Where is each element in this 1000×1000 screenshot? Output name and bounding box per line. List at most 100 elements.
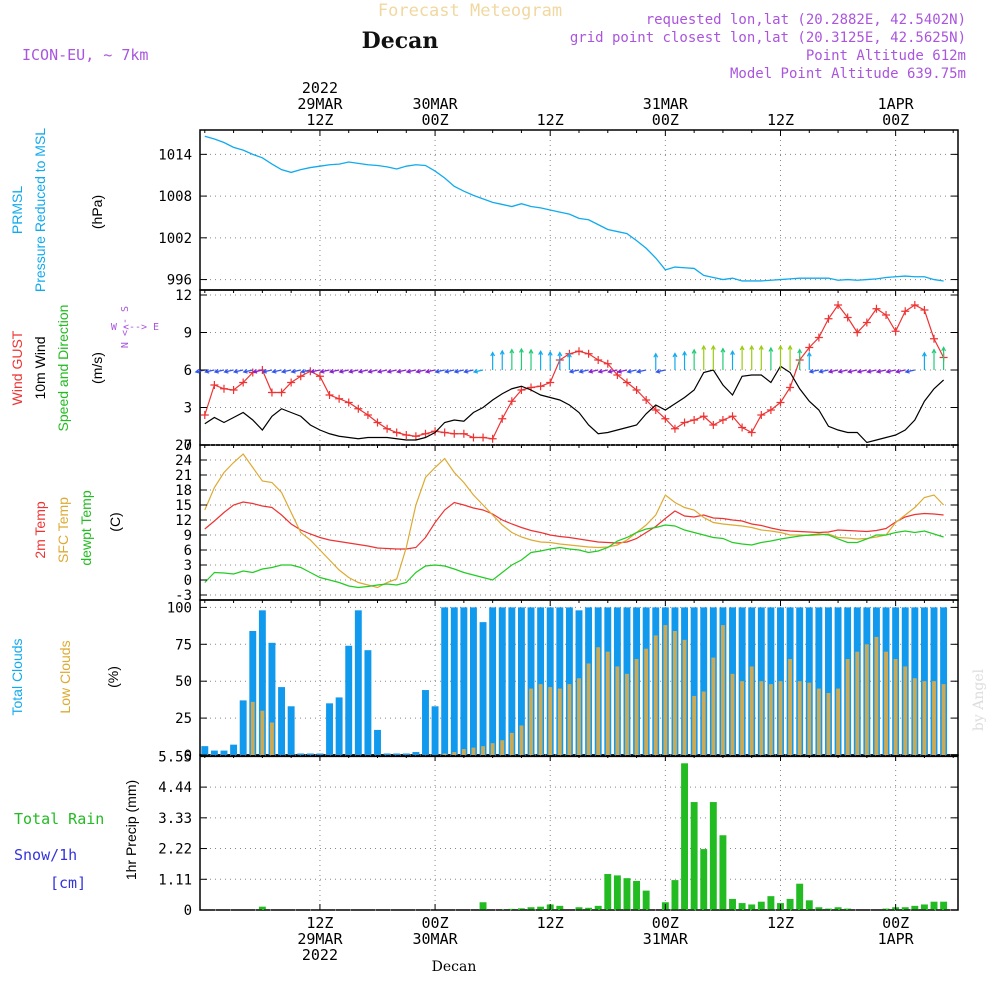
- low-cloud-bar: [519, 725, 524, 755]
- temperature-tick-label: 27: [175, 438, 192, 454]
- sfc-temp-line: [204, 453, 945, 589]
- total-cloud-bar: [258, 610, 266, 755]
- wind-arrow-head: [357, 368, 363, 374]
- gust-marker: [344, 398, 353, 407]
- gust-marker: [469, 433, 478, 442]
- wind-arrow-head: [376, 368, 383, 374]
- gust-marker: [891, 327, 900, 336]
- bottom-time-label: 2022: [302, 946, 338, 964]
- low-cloud-bar: [864, 644, 869, 755]
- temperature-tick-label: 24: [175, 453, 192, 469]
- wind-arrow-head: [797, 348, 803, 354]
- wind-arrow-head: [386, 368, 392, 374]
- rain-bar: [748, 904, 756, 910]
- clouds-title-total: Total Clouds: [9, 638, 25, 715]
- total-cloud-bar: [326, 703, 333, 755]
- wind-arrow-head: [319, 368, 325, 374]
- temperature-tick-label: 15: [175, 498, 192, 514]
- total-cloud-bar: [489, 607, 497, 755]
- low-cloud-bar: [605, 651, 610, 755]
- temp2m-line: [204, 501, 944, 550]
- wind-arrow-head: [396, 368, 402, 374]
- total-cloud-bar: [537, 607, 545, 755]
- total-cloud-bar: [201, 746, 209, 755]
- total-cloud-bar: [767, 607, 775, 755]
- low-cloud-bar: [442, 753, 447, 755]
- rain-bar: [786, 898, 794, 910]
- compass-n: N <-- S: [120, 306, 131, 348]
- wind-arrow-head: [509, 348, 515, 354]
- axis-layer: 996100210081014036912-303691215182124270…: [158, 79, 958, 964]
- total-cloud-bar: [316, 753, 324, 755]
- total-cloud-bar: [412, 752, 420, 755]
- wind-arrow-head: [463, 368, 469, 374]
- temperature-tick-label: 12: [175, 513, 192, 529]
- low-cloud-bar: [625, 673, 629, 755]
- total-cloud-bar: [940, 607, 948, 755]
- wind-arrow: [339, 369, 349, 373]
- gust-marker: [853, 328, 862, 337]
- gust-marker: [287, 378, 296, 387]
- compass-rose: N <-- S W <--> E: [111, 306, 159, 348]
- wind-arrow-head: [578, 368, 584, 374]
- gust-marker: [680, 418, 689, 427]
- low-cloud-bar: [807, 682, 812, 755]
- wind-arrow-head: [921, 351, 927, 357]
- low-cloud-bar: [452, 752, 457, 755]
- wind-arrow: [320, 369, 330, 373]
- wind-title-10m: 10m Wind: [32, 336, 48, 399]
- gust-marker: [440, 428, 449, 437]
- gust-marker: [718, 416, 727, 424]
- wind-arrow-head: [653, 352, 659, 358]
- wind10m-line: [204, 365, 945, 444]
- wind-arrow-head: [587, 368, 594, 374]
- low-cloud-bar: [749, 666, 754, 755]
- wind-arrow-head: [499, 349, 505, 355]
- wind-arrow-head: [749, 344, 755, 350]
- low-cloud-bar: [615, 666, 620, 755]
- wind-arrow-head: [597, 368, 603, 374]
- gust-marker: [402, 431, 411, 439]
- total-cloud-bar: [220, 750, 228, 755]
- wind-arrow: [282, 369, 292, 373]
- total-cloud-bar: [690, 607, 698, 755]
- model-altitude: Model Point Altitude 639.75m: [730, 66, 966, 82]
- wind-arrow: [627, 369, 637, 373]
- gust-marker: [709, 421, 718, 429]
- low-cloud-bar: [932, 681, 936, 755]
- total-cloud-bar: [422, 690, 429, 755]
- wind-arrow: [205, 369, 215, 373]
- wind-arrow-head: [626, 368, 632, 374]
- wind-arrow-head: [739, 345, 745, 351]
- temp-title-sfc: SFC Temp: [55, 497, 71, 563]
- wind-arrow-head: [328, 368, 335, 374]
- wind-arrow: [608, 369, 618, 373]
- gust-marker: [786, 383, 795, 392]
- rain-bar: [805, 900, 813, 910]
- pressure-title-1: PRMSL: [9, 186, 25, 234]
- wind-arrow: [358, 369, 369, 373]
- gust-marker: [776, 398, 785, 407]
- wind-arrow-head: [528, 348, 534, 354]
- low-cloud-bar: [836, 688, 840, 755]
- wind-arrow-head: [204, 368, 210, 374]
- gust-marker: [642, 396, 651, 404]
- gust-marker: [632, 386, 641, 394]
- model-label: ICON-EU, ~ 7km: [22, 46, 148, 64]
- total-cloud-bar: [517, 607, 525, 755]
- wind-arrow: [425, 369, 436, 373]
- rain-bar: [537, 906, 545, 910]
- gust-marker: [392, 428, 401, 437]
- precip-title-rain: Total Rain: [14, 810, 104, 828]
- clouds-tick-label: 100: [167, 600, 192, 616]
- wind-tick-label: 3: [184, 401, 192, 417]
- precip-tick-label: 5.55: [158, 749, 192, 765]
- gust-marker: [766, 406, 775, 414]
- wind-arrow-head: [866, 368, 872, 374]
- precip-tick-label: 2.22: [158, 842, 192, 858]
- requested-coords: requested lon,lat (20.2882E, 42.5402N): [646, 12, 966, 28]
- low-cloud-bar: [490, 743, 495, 755]
- low-cloud-bar: [634, 659, 639, 755]
- wind-arrow-head: [424, 368, 431, 374]
- footer-station: Decan: [432, 959, 477, 975]
